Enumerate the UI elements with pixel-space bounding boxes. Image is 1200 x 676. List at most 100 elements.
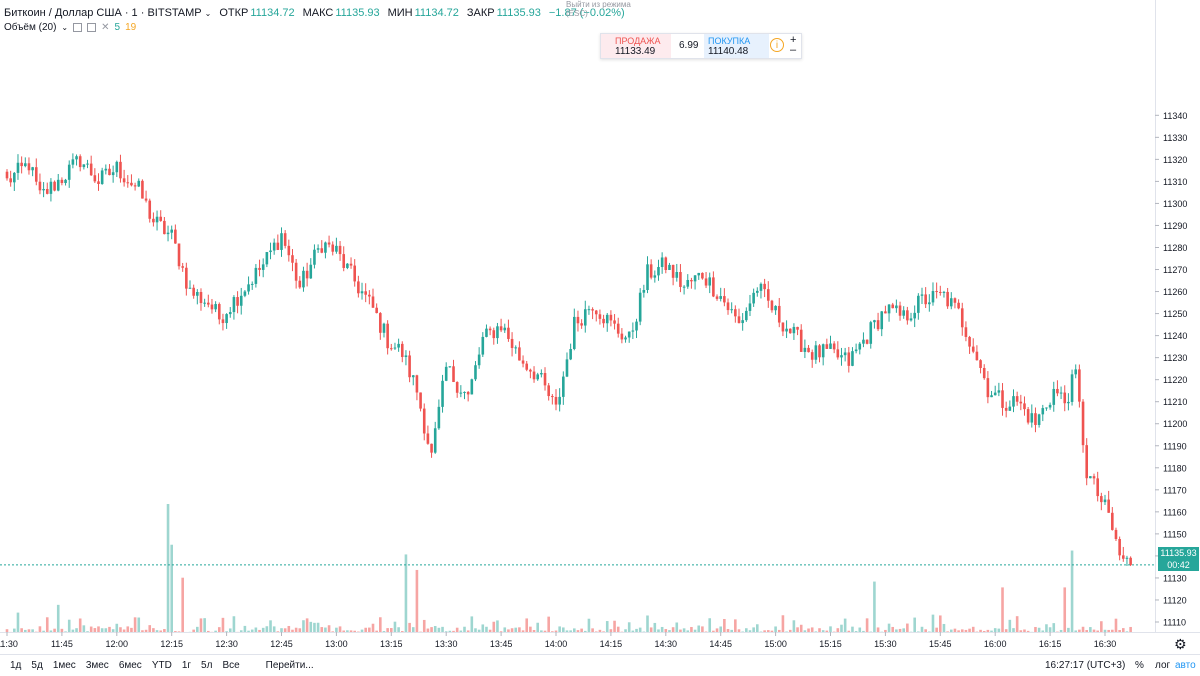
close-icon[interactable]: ✕ <box>101 22 109 33</box>
candle-body <box>1067 402 1070 403</box>
candle-body <box>727 302 730 310</box>
volume-bar <box>628 622 631 632</box>
volume-bar <box>463 627 466 632</box>
candle-body <box>372 296 375 307</box>
candle-body <box>804 348 807 352</box>
volume-bar <box>1012 628 1015 632</box>
volume-bar <box>719 627 722 632</box>
volume-label[interactable]: Объём (20) <box>4 22 56 33</box>
volume-bar <box>1074 630 1077 632</box>
volume-bar <box>606 621 609 632</box>
candle-body <box>840 355 843 357</box>
candle-body <box>1104 500 1107 503</box>
log-toggle[interactable]: лог <box>1155 660 1170 671</box>
candle-body <box>339 246 342 254</box>
volume-bar <box>57 605 60 632</box>
candle-body <box>957 303 960 309</box>
goto-date-button[interactable]: Перейти... <box>266 660 314 671</box>
volume-bar <box>368 628 371 632</box>
volume-bar <box>361 630 364 632</box>
candle-body <box>617 324 620 334</box>
buy-button[interactable]: ПОКУПКА 11140.48 <box>704 34 769 58</box>
volume-bar <box>939 615 942 632</box>
volume-bar <box>906 624 909 632</box>
percent-toggle[interactable]: % <box>1135 660 1144 671</box>
candle-body <box>320 248 323 252</box>
candle-body <box>701 273 704 279</box>
candle-body <box>628 332 631 338</box>
candle-body <box>961 308 964 327</box>
candle-body <box>829 344 832 349</box>
volume-bar <box>613 621 616 632</box>
quantity-minus-button[interactable]: – <box>790 44 796 56</box>
candle-body <box>913 313 916 319</box>
symbol-title[interactable]: Биткоин / Доллар США · 1 · BITSTAMP <box>4 7 202 19</box>
chevron-down-icon[interactable]: ⌄ <box>61 23 68 32</box>
candle-body <box>654 275 657 277</box>
candle-body <box>445 367 448 381</box>
volume-bar <box>818 628 821 632</box>
price-tick-label: 11150 <box>1163 529 1187 539</box>
volume-bar <box>309 622 312 632</box>
candle-body <box>760 284 763 291</box>
candle-body <box>137 181 140 187</box>
volume-bar <box>386 628 389 632</box>
volume-bar <box>522 630 525 632</box>
price-tick-label: 11330 <box>1163 133 1187 143</box>
candle-body <box>1041 408 1044 414</box>
chevron-down-icon[interactable]: ⌄ <box>205 9 212 18</box>
candle-body <box>921 294 924 295</box>
settings-icon[interactable] <box>87 23 96 32</box>
exit-fullscreen-hint[interactable]: Выйти из режима (ESC) <box>566 0 631 18</box>
volume-bar <box>972 627 975 632</box>
volume-bar <box>328 625 331 632</box>
volume-bar <box>785 631 788 632</box>
candle-body <box>1031 413 1034 422</box>
exit-hint-line1: Выйти из режима <box>566 0 631 9</box>
sell-button[interactable]: ПРОДАЖА 11133.49 <box>601 34 671 58</box>
volume-bar <box>339 626 342 632</box>
range-1y[interactable]: 1г <box>182 660 191 671</box>
candle-body <box>756 291 759 293</box>
info-icon[interactable]: i <box>770 38 784 52</box>
candle-body <box>141 181 144 199</box>
volume-bar <box>935 628 938 632</box>
volume-bar <box>86 631 89 632</box>
candle-body <box>518 347 521 360</box>
volume-value-up: 5 <box>115 22 121 33</box>
candle-body <box>540 373 543 374</box>
candle-body <box>277 243 280 250</box>
volume-bar <box>1071 551 1074 632</box>
volume-bar <box>1041 630 1044 632</box>
range-5y[interactable]: 5л <box>201 660 212 671</box>
candle-body <box>862 340 865 344</box>
volume-bar <box>771 631 774 632</box>
candle-body <box>668 265 671 270</box>
range-5d[interactable]: 5д <box>31 660 42 671</box>
volume-bar <box>837 628 840 632</box>
range-1m[interactable]: 1мес <box>53 660 76 671</box>
volume-bar <box>1052 623 1055 632</box>
candle-body <box>229 312 232 314</box>
candle-body <box>288 246 291 255</box>
candle-body <box>299 281 302 288</box>
candle-body <box>83 164 86 167</box>
gear-icon[interactable]: ⚙ <box>1174 636 1187 653</box>
volume-bar <box>943 624 946 632</box>
volume-bar <box>383 631 386 632</box>
eye-icon[interactable] <box>73 23 82 32</box>
candle-body <box>686 280 689 287</box>
range-1d[interactable]: 1д <box>10 660 21 671</box>
volume-bar <box>485 627 488 632</box>
range-ytd[interactable]: YTD <box>152 660 172 671</box>
candle-body <box>434 428 437 452</box>
candle-body <box>9 178 12 182</box>
range-3m[interactable]: 3мес <box>86 660 109 671</box>
candle-body <box>972 347 975 352</box>
clock[interactable]: 16:27:17 (UTC+3) <box>1045 660 1125 671</box>
range-6m[interactable]: 6мес <box>119 660 142 671</box>
auto-toggle[interactable]: авто <box>1175 660 1196 671</box>
range-all[interactable]: Все <box>222 660 239 671</box>
candle-body <box>50 182 53 194</box>
